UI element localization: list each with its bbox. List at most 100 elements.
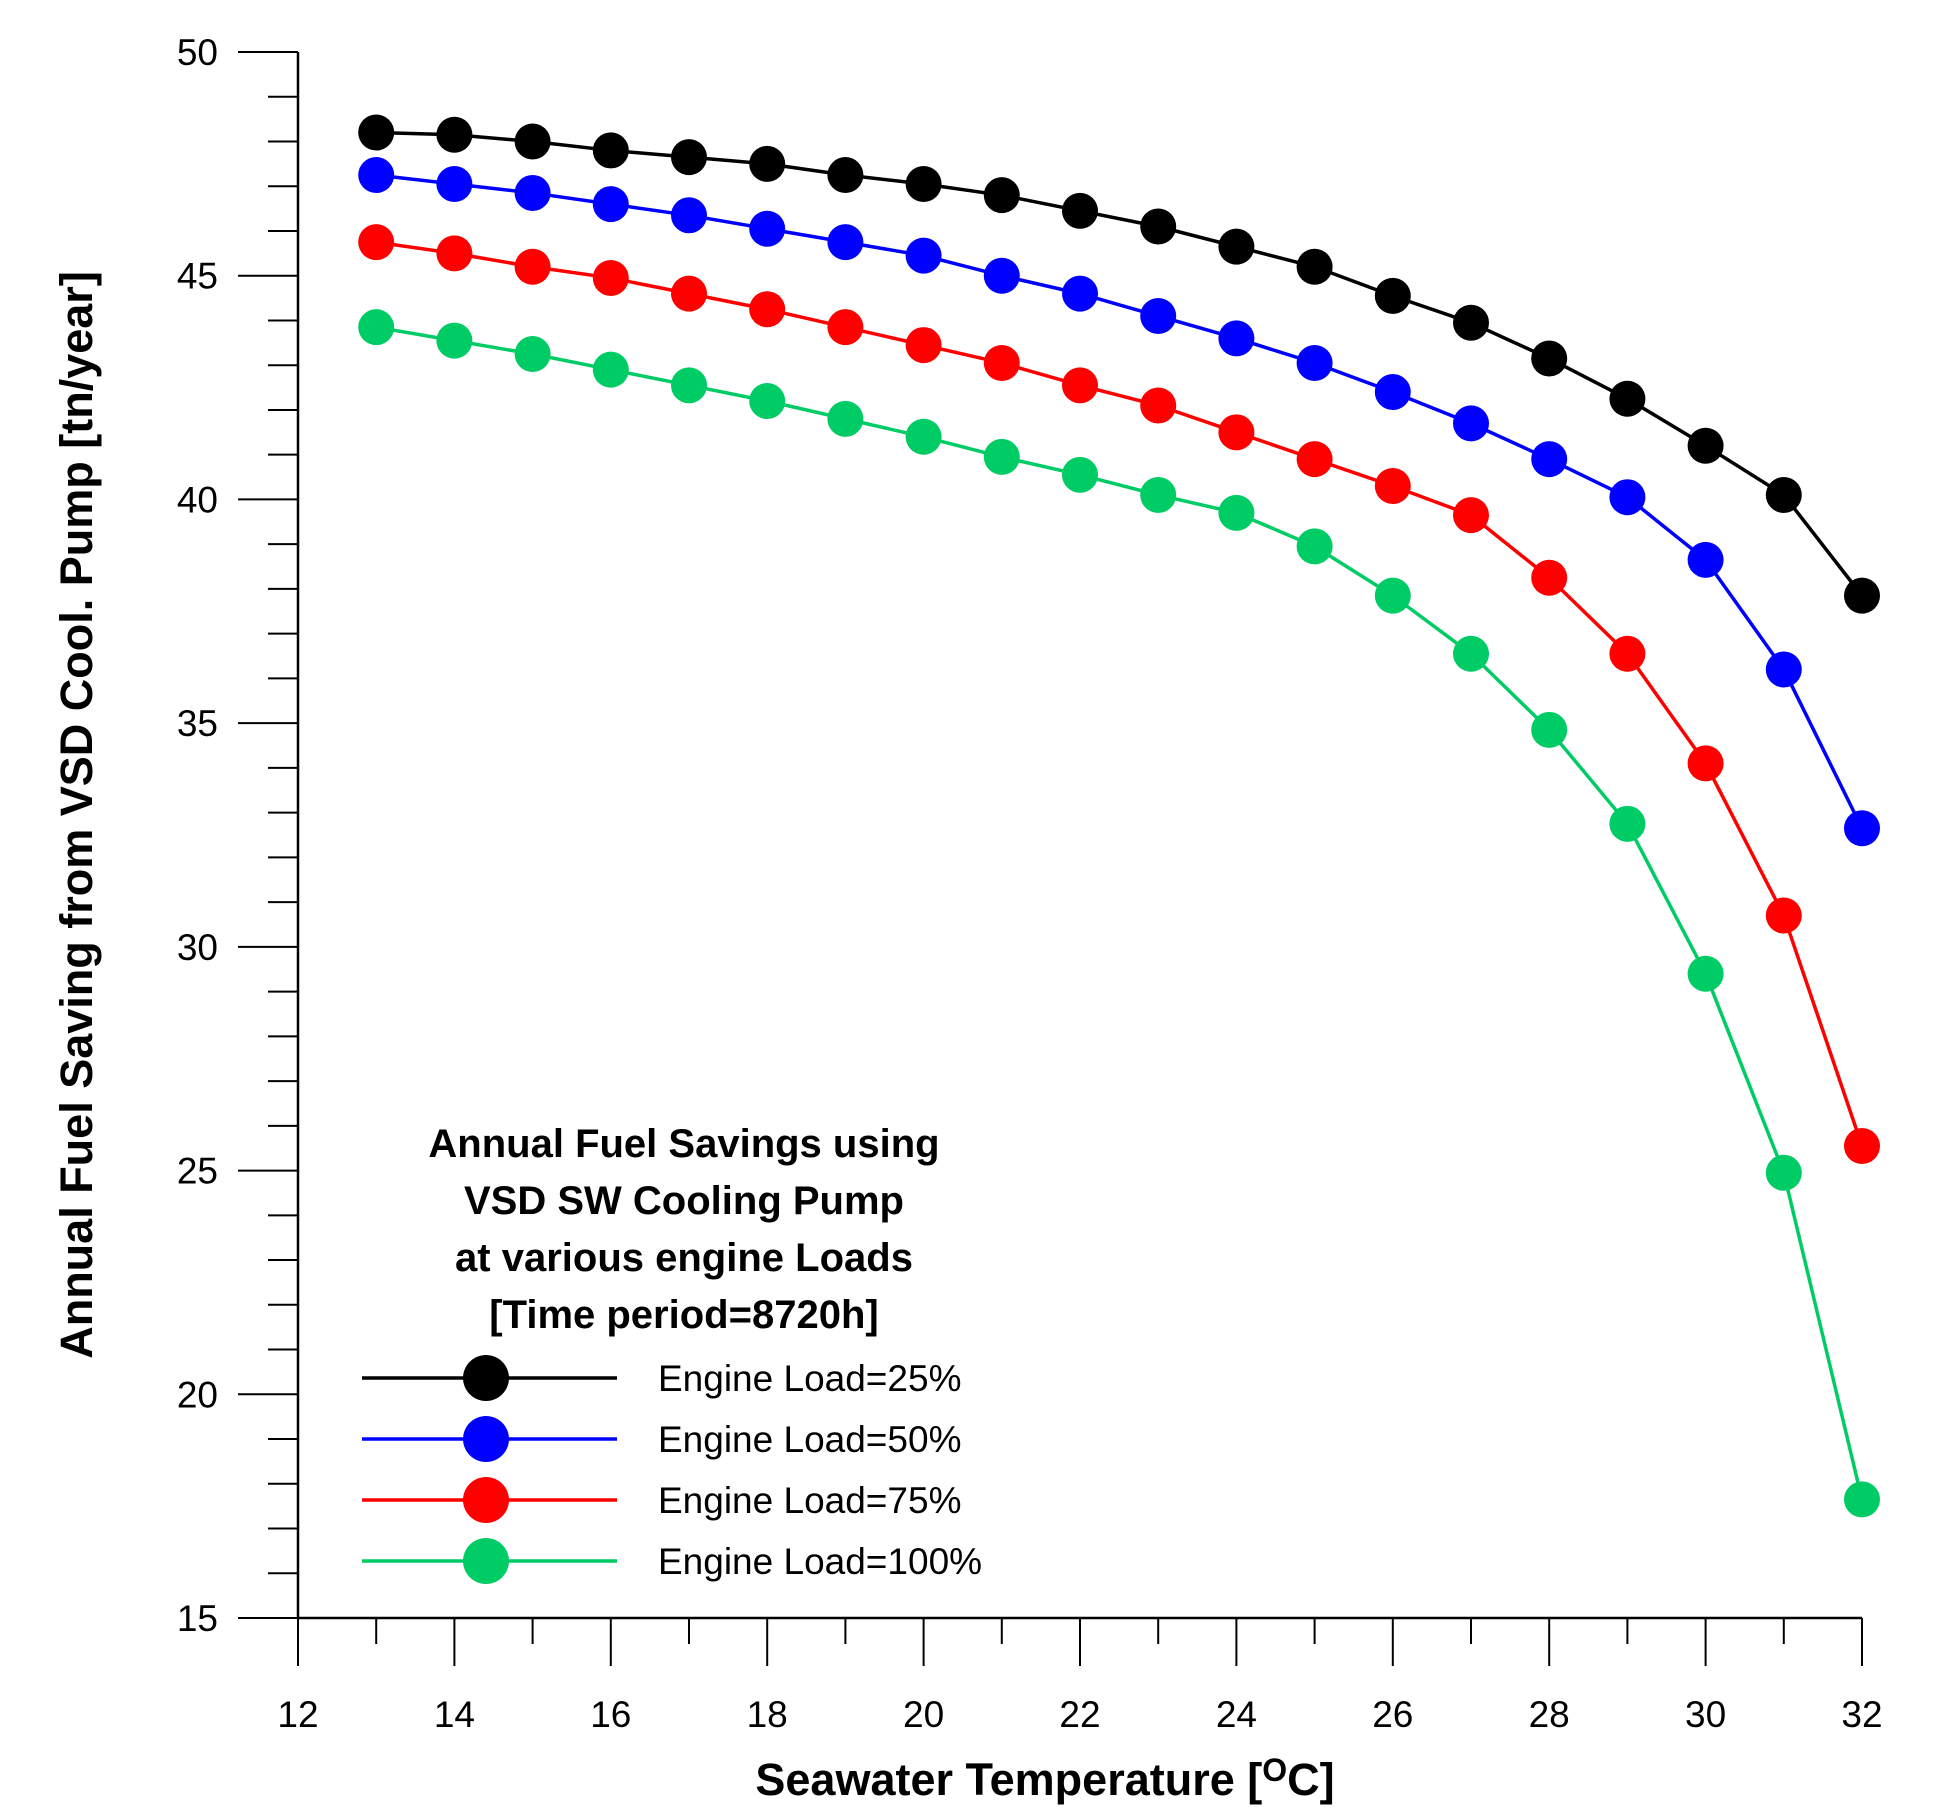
y-tick-label: 35 — [177, 703, 218, 744]
data-point — [1453, 497, 1489, 534]
y-tick-label: 40 — [177, 479, 218, 520]
data-point — [514, 248, 551, 285]
data-point — [827, 157, 864, 194]
legend-item-2: Engine Load=50% — [362, 1416, 961, 1462]
data-point — [1374, 277, 1411, 314]
data-point — [1687, 745, 1724, 782]
data-point — [1844, 1481, 1880, 1518]
x-axis-title-superscript: O — [1262, 1752, 1287, 1788]
legend-label: Engine Load=100% — [658, 1541, 982, 1582]
data-point — [1062, 367, 1098, 404]
data-point — [1609, 380, 1646, 417]
data-point — [592, 186, 629, 223]
data-point — [983, 177, 1020, 214]
data-point — [1296, 248, 1333, 285]
data-point — [1844, 1127, 1880, 1164]
x-tick-label: 30 — [1685, 1694, 1726, 1735]
data-point — [1062, 275, 1098, 312]
x-axis-title-main: Seawater Temperature [ — [755, 1754, 1262, 1805]
series-3 — [358, 224, 1880, 1164]
y-tick-label: 30 — [177, 927, 218, 968]
legend-marker — [463, 1477, 509, 1523]
data-point — [983, 257, 1020, 294]
data-point — [1453, 304, 1489, 341]
data-point — [1687, 541, 1724, 578]
data-point — [671, 197, 707, 234]
data-point — [1218, 228, 1255, 265]
legend-title-line-2: VSD SW Cooling Pump — [464, 1179, 904, 1223]
x-tick-label: 18 — [747, 1694, 788, 1735]
data-point — [514, 336, 551, 373]
data-point — [827, 400, 864, 437]
data-point — [749, 210, 786, 247]
data-point — [358, 309, 395, 346]
data-point — [1374, 468, 1411, 505]
y-tick-label: 20 — [177, 1374, 218, 1415]
y-axis-title: Annual Fuel Saving from VSD Cool. Pump [… — [51, 271, 102, 1359]
legend-item-1: Engine Load=25% — [362, 1355, 961, 1401]
data-point — [1218, 494, 1255, 531]
series-1 — [358, 114, 1880, 614]
x-axis: 12 14 16 18 20 22 24 26 28 30 32 — [277, 1616, 1883, 1735]
y-tick-label: 50 — [177, 32, 218, 73]
data-point — [827, 224, 864, 261]
x-tick-label: 16 — [590, 1694, 631, 1735]
data-point — [1062, 456, 1098, 493]
data-point — [1609, 635, 1646, 672]
data-point — [358, 224, 395, 261]
x-axis-title: Seawater Temperature [OC] — [755, 1752, 1334, 1805]
data-point — [749, 145, 786, 182]
x-tick-label: 14 — [434, 1694, 475, 1735]
data-point — [905, 327, 942, 364]
data-point — [1844, 810, 1880, 847]
data-point — [1765, 476, 1802, 513]
data-point — [1765, 1154, 1802, 1191]
legend-title-line-1: Annual Fuel Savings using — [428, 1122, 939, 1166]
data-point — [983, 438, 1020, 475]
data-point — [983, 344, 1020, 381]
y-tick-label: 25 — [177, 1151, 218, 1192]
data-point — [905, 418, 942, 455]
data-point — [436, 235, 473, 272]
data-point — [1687, 427, 1724, 464]
legend-item-3: Engine Load=75% — [362, 1477, 961, 1523]
data-point — [1609, 479, 1646, 516]
data-point — [1453, 635, 1489, 672]
data-point — [1531, 441, 1568, 478]
series-2 — [358, 157, 1880, 847]
data-point — [1609, 805, 1646, 842]
x-tick-label: 22 — [1059, 1694, 1100, 1735]
series-4 — [358, 309, 1880, 1518]
legend: Annual Fuel Savings using VSD SW Cooling… — [362, 1122, 982, 1584]
data-point — [1531, 711, 1568, 748]
data-point — [1218, 414, 1255, 451]
legend-title-line-3: at various engine Loads — [455, 1236, 913, 1280]
data-point — [1374, 374, 1411, 411]
data-point — [1296, 344, 1333, 381]
data-point — [1140, 208, 1177, 245]
y-axis: 15 20 25 30 35 40 45 50 — [177, 32, 300, 1639]
data-point — [592, 132, 629, 169]
data-point — [514, 123, 551, 160]
legend-title-line-4: [Time period=8720h] — [489, 1293, 878, 1337]
data-point — [671, 275, 707, 312]
data-point — [1374, 577, 1411, 614]
data-point — [1765, 897, 1802, 934]
data-point — [1531, 340, 1568, 377]
data-point — [436, 322, 473, 359]
legend-label: Engine Load=25% — [658, 1358, 961, 1399]
legend-marker — [463, 1416, 509, 1462]
series-layer — [358, 114, 1880, 1518]
data-point — [1140, 476, 1177, 513]
data-point — [1453, 405, 1489, 442]
data-point — [671, 367, 707, 404]
data-point — [905, 165, 942, 202]
data-point — [905, 237, 942, 274]
data-point — [1218, 320, 1255, 357]
data-point — [749, 382, 786, 419]
x-tick-label: 20 — [903, 1694, 944, 1735]
x-tick-label: 24 — [1216, 1694, 1257, 1735]
data-point — [749, 291, 786, 328]
data-point — [1140, 297, 1177, 334]
